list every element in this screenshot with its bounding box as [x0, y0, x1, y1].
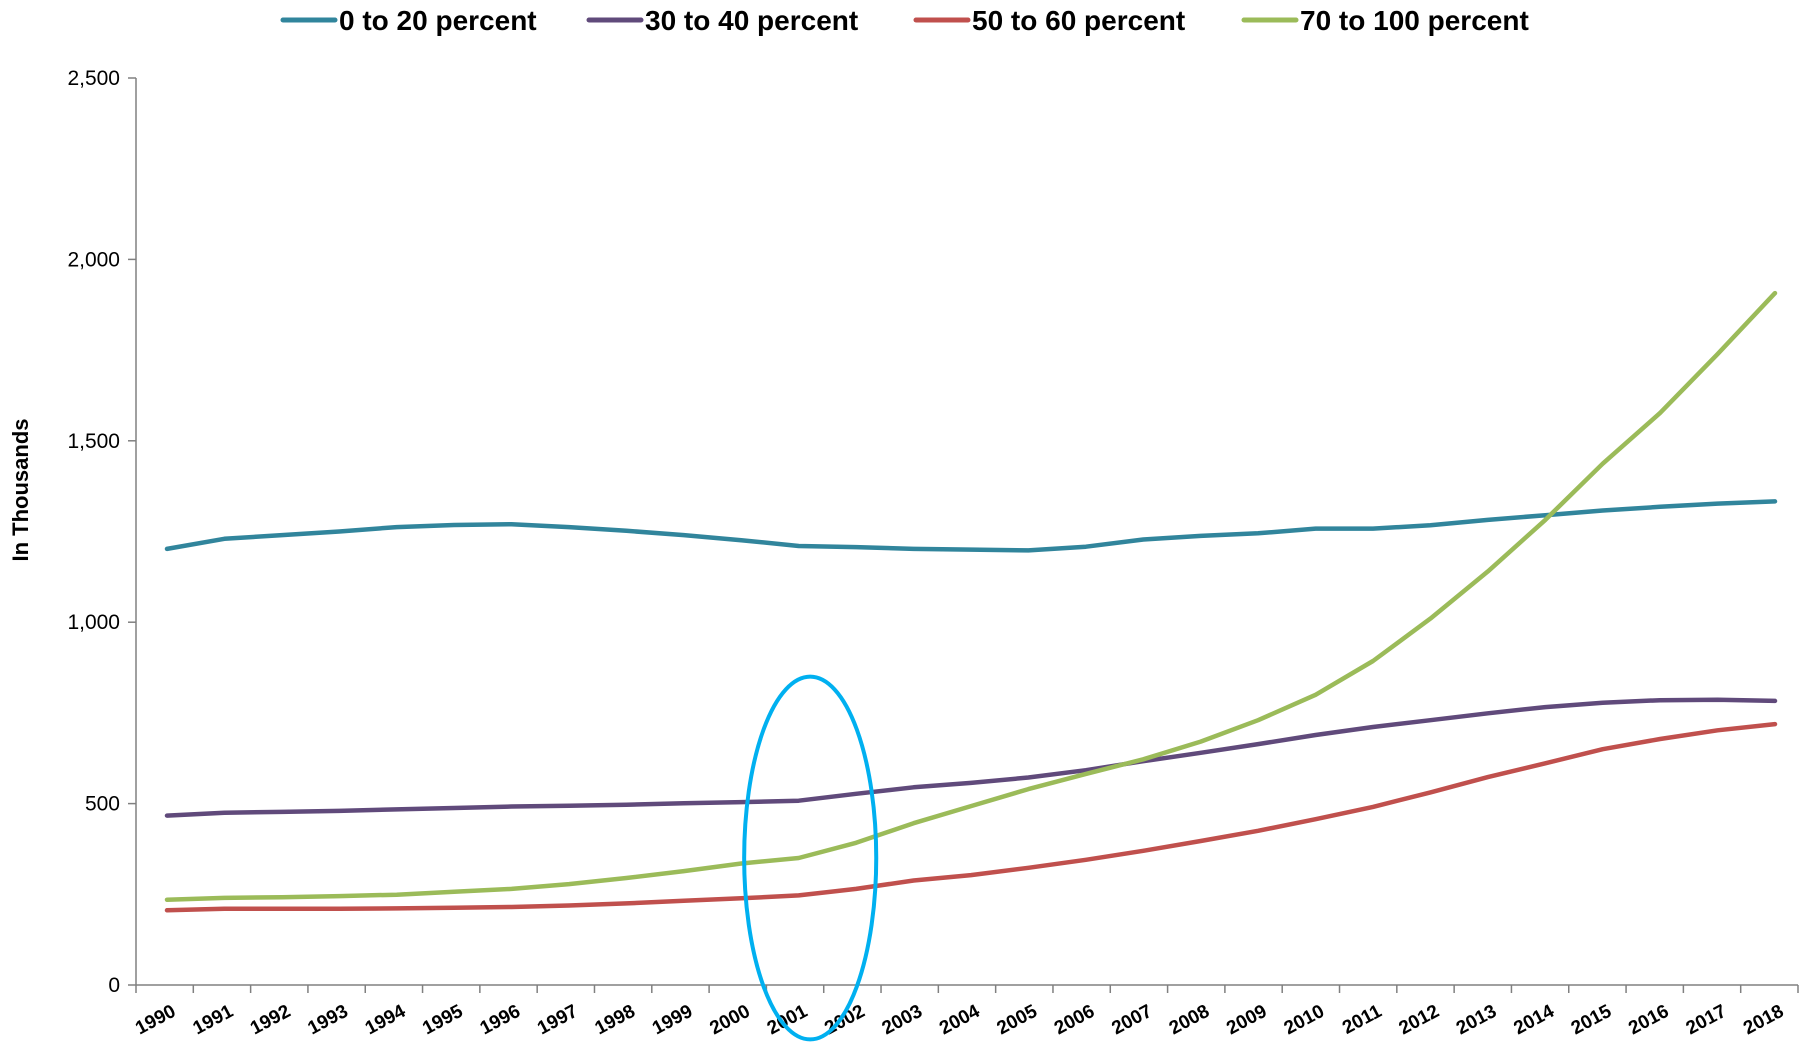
x-tick-label: 2009 [1223, 1001, 1270, 1039]
x-tick-label: 2014 [1510, 1001, 1558, 1040]
series-line-1 [164, 499, 1778, 553]
x-tick-label: 2000 [706, 1001, 753, 1039]
series-line-3 [164, 721, 1778, 913]
x-tick-label: 1990 [132, 1001, 179, 1039]
annotation-layer [742, 674, 879, 1042]
x-tick-label: 1991 [190, 1001, 238, 1040]
legend-label: 70 to 100 percent [1300, 5, 1529, 36]
y-tick-label: 1,000 [67, 611, 120, 634]
x-tick-label: 1998 [592, 1001, 639, 1039]
x-tick-label: 2006 [1051, 1001, 1098, 1039]
x-tick-label: 2008 [1166, 1001, 1213, 1039]
y-tick-label: 2,000 [67, 248, 120, 271]
y-tick-label: 500 [85, 793, 120, 816]
x-tick-label: 2003 [879, 1001, 926, 1039]
legend-label: 50 to 60 percent [972, 5, 1185, 36]
x-tick-label: 2012 [1396, 1001, 1443, 1039]
x-tick-label: 2010 [1281, 1001, 1328, 1039]
x-tick-label: 2013 [1453, 1001, 1500, 1039]
x-tick-label: 1992 [247, 1001, 294, 1039]
x-tick-label: 1999 [649, 1001, 696, 1039]
x-tick-label: 2011 [1339, 1001, 1386, 1039]
series-layer [164, 290, 1778, 913]
x-tick-label: 2016 [1625, 1001, 1672, 1039]
series-line-4 [164, 290, 1778, 902]
x-axis: 1990 1991 1992 1993 1994 1995 1996 1997 1998 1999… [132, 984, 1799, 1040]
legend-label: 0 to 20 percent [339, 5, 537, 36]
legend-label: 30 to 40 percent [645, 5, 858, 36]
x-tick-label: 2005 [994, 1001, 1042, 1040]
x-tick-label: 2018 [1740, 1001, 1787, 1039]
legend: 0 to 20 percent 30 to 40 percent 50 to 60 … [280, 5, 1529, 36]
y-axis-label: In Thousands [8, 419, 33, 562]
x-tick-label: 2007 [1108, 1001, 1155, 1039]
x-tick-label: 1996 [477, 1001, 524, 1039]
x-tick-label: 2015 [1568, 1001, 1616, 1040]
highlight-ellipse [742, 674, 879, 1042]
y-tick-label: 2,500 [67, 67, 120, 90]
y-axis: 0 500 1,000 1,500 2,000 2,500 [67, 67, 137, 997]
x-tick-label: 2017 [1683, 1001, 1730, 1039]
y-tick-label: 0 [108, 974, 120, 997]
x-tick-label: 1997 [534, 1001, 581, 1039]
x-tick-label: 2004 [936, 1001, 984, 1040]
x-tick-label: 1994 [362, 1001, 410, 1040]
x-tick-label: 1995 [419, 1001, 467, 1040]
y-tick-label: 1,500 [67, 430, 120, 453]
x-tick-label: 1993 [304, 1001, 351, 1039]
series-line-2 [164, 697, 1778, 818]
